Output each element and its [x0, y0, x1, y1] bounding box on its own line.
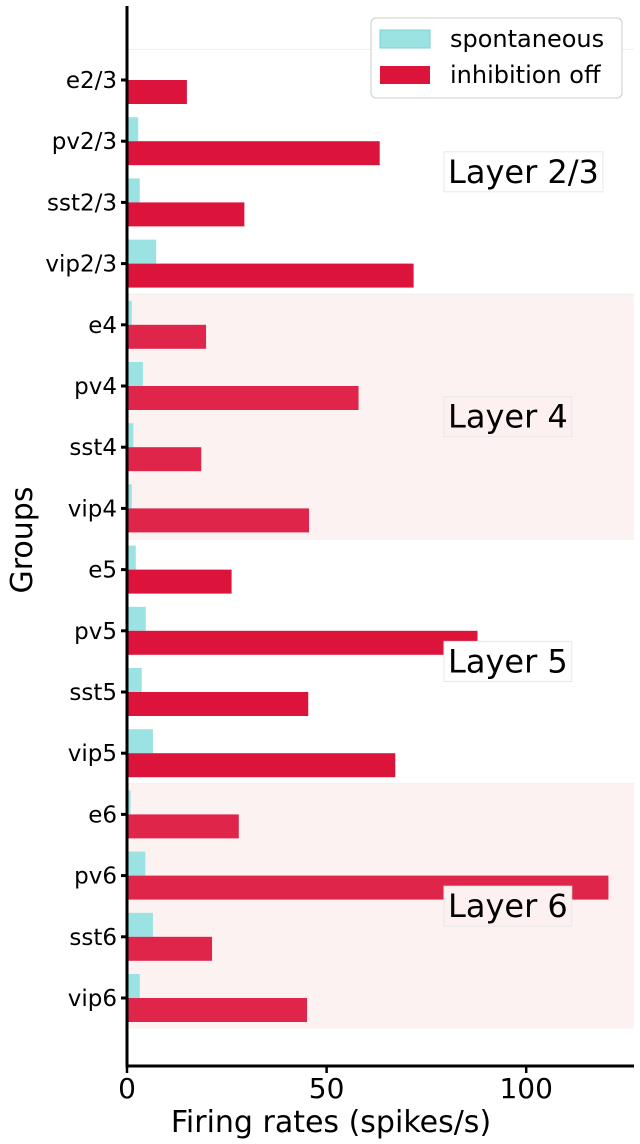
bar-spontaneous-e6: [127, 790, 131, 815]
bar-spontaneous-e5: [127, 545, 136, 570]
bar-inhibition-off-pv2-3: [127, 141, 380, 166]
y-tick-label-pv5: pv5: [74, 619, 117, 645]
y-tick-label-pv6: pv6: [74, 864, 117, 890]
layer-label-box: [443, 396, 573, 438]
layer-label-4: Layer 6: [448, 887, 568, 925]
y-tick-label-e2-3: e2/3: [66, 68, 117, 94]
y-tick-label-sst2-3: sst2/3: [47, 190, 117, 216]
legend-swatch-2: [380, 66, 430, 84]
bar-inhibition-off-pv5: [127, 630, 478, 655]
bar-spontaneous-vip6: [127, 974, 140, 998]
layer-label-1: Layer 2/3: [448, 153, 599, 191]
bar-inhibition-off-sst6: [127, 936, 213, 961]
y-tick-label-sst5: sst5: [69, 680, 117, 706]
layer-label-box: [443, 640, 573, 682]
bar-inhibition-off-vip6: [127, 998, 308, 1022]
y-tick-label-sst4: sst4: [69, 435, 117, 461]
bar-spontaneous-e4: [127, 300, 132, 325]
legend-entry-1: spontaneous: [450, 25, 604, 53]
bar-inhibition-off-sst4: [127, 447, 202, 472]
bar-spontaneous-sst4: [127, 423, 134, 448]
legend: spontaneous inhibition off: [370, 17, 623, 99]
legend-entry-2: inhibition off: [450, 61, 601, 89]
layer-label-box: [443, 885, 573, 927]
y-tick-label-e4: e4: [88, 313, 117, 339]
y-axis-label: Groups: [5, 487, 40, 594]
x-tick-label-0: 0: [118, 1072, 136, 1105]
bar-inhibition-off-pv4: [127, 386, 359, 410]
layer-label-box: [443, 151, 604, 193]
y-tick-label-vip2-3: vip2/3: [45, 252, 117, 278]
x-axis-label: Firing rates (spikes/s): [171, 1105, 491, 1140]
bar-inhibition-off-vip5: [127, 753, 396, 778]
y-tick-label-e5: e5: [88, 558, 117, 584]
y-tick-label-vip5: vip5: [68, 741, 117, 767]
bar-spontaneous-pv6: [127, 851, 146, 876]
bar-spontaneous-sst6: [127, 912, 153, 937]
bar-inhibition-off-e4: [127, 324, 207, 349]
bar-inhibition-off-sst2-3: [127, 202, 245, 227]
bar-spontaneous-vip5: [127, 729, 153, 754]
bar-inhibition-off-sst5: [127, 692, 309, 716]
y-tick-label-sst6: sst6: [69, 925, 117, 951]
bar-spontaneous-vip4: [127, 484, 132, 509]
bar-inhibition-off-e2-3: [127, 80, 187, 104]
x-ticks: 0 50 100: [118, 1066, 553, 1105]
bar-inhibition-off-vip4: [127, 508, 310, 533]
y-ticks: e2/3 pv2/3 sst2/3 vip2/3 e4 pv4 sst4 vip4 e5 pv5 s…: [45, 68, 127, 1012]
bar-inhibition-off-e6: [127, 814, 239, 839]
bar-spontaneous-pv4: [127, 362, 143, 386]
layer-label-2: Layer 4: [448, 398, 568, 436]
legend-frame: [370, 17, 623, 99]
bar-spontaneous-sst5: [127, 668, 142, 692]
y-tick-label-pv4: pv4: [74, 374, 117, 400]
bar-spontaneous-pv5: [127, 606, 146, 631]
y-tick-label-vip4: vip4: [68, 496, 117, 522]
y-tick-label-e6: e6: [88, 802, 117, 828]
layer-label-3: Layer 5: [448, 642, 568, 680]
y-tick-label-pv2-3: pv2/3: [52, 129, 117, 155]
bar-inhibition-off-vip2-3: [127, 263, 414, 288]
bar-inhibition-off-e5: [127, 569, 232, 594]
bar-spontaneous-sst2-3: [127, 178, 140, 203]
legend-swatch-1: [379, 29, 431, 49]
y-tick-label-vip6: vip6: [68, 986, 117, 1012]
axes: [125, 6, 634, 1068]
bar-spontaneous-pv2-3: [127, 117, 139, 142]
layer-labels: Layer 2/3 Layer 4 Layer 5 Layer 6: [443, 151, 604, 927]
x-tick-label-50: 50: [309, 1072, 345, 1105]
x-tick-label-100: 100: [499, 1072, 552, 1105]
bar-spontaneous-vip2-3: [127, 239, 157, 264]
